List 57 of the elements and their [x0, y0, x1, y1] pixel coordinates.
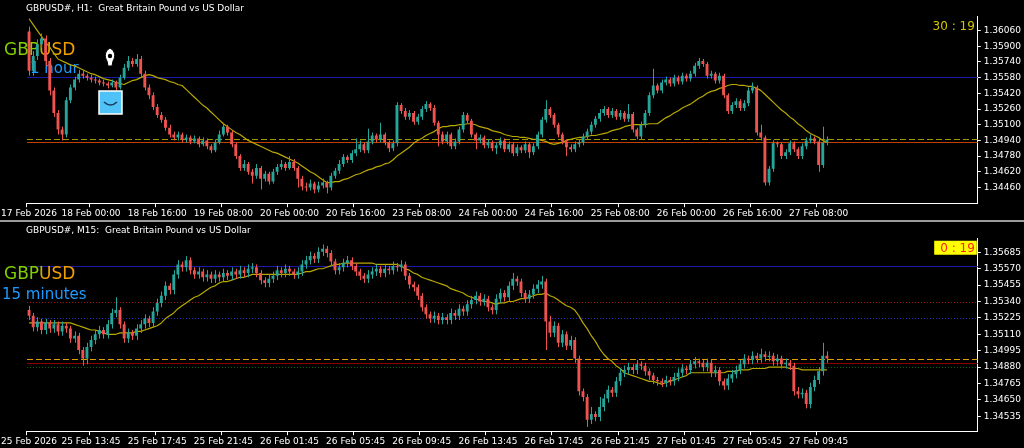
x-tick-label: 27 Feb 09:45 — [789, 435, 849, 446]
x-tick-label: 26 Feb 00:00 — [656, 207, 717, 218]
y-tick-label: 1.35740 — [983, 56, 1022, 67]
x-tick-label: 25 Feb 13:45 — [61, 435, 121, 446]
y-tick-label: 1.35110 — [983, 328, 1022, 339]
y-tick-label: 1.34650 — [983, 394, 1022, 405]
x-tick-label: 26 Feb 16:00 — [722, 207, 783, 218]
y-tick-label: 1.34940 — [983, 134, 1022, 145]
x-tick-label: 23 Feb 08:00 — [392, 207, 452, 218]
y-tick-label: 1.35260 — [983, 103, 1022, 114]
y-tick-label: 1.35340 — [983, 295, 1022, 306]
y-tick-label: 1.35225 — [983, 312, 1021, 323]
x-tick-label: 19 Feb 08:00 — [193, 207, 254, 218]
candlestick — [660, 377, 663, 388]
x-tick-label: 20 Feb 16:00 — [326, 207, 386, 218]
x-tick-label: 26 Feb 01:45 — [259, 435, 320, 446]
y-tick-label: 1.35455 — [983, 279, 1021, 290]
y-tick-label: 1.34995 — [983, 345, 1021, 356]
x-tick-label: 26 Feb 13:45 — [458, 435, 518, 446]
y-tick-label: 1.35580 — [983, 71, 1022, 82]
x-tick-label: 26 Feb 05:45 — [326, 435, 386, 446]
x-tick-label: 26 Feb 21:45 — [590, 435, 650, 446]
x-tick-label: 25 Feb 08:00 — [590, 207, 650, 218]
y-tick-label: 1.34780 — [983, 150, 1022, 161]
x-tick-label: 25 Feb 21:45 — [193, 435, 253, 446]
x-tick-label: 24 Feb 16:00 — [524, 207, 584, 218]
x-tick-label: 25 Feb 2026 — [1, 435, 58, 446]
y-tick-label: 1.34765 — [983, 377, 1021, 388]
x-tick-label: 18 Feb 00:00 — [61, 207, 121, 218]
x-tick-label: 26 Feb 09:45 — [392, 435, 452, 446]
annotation: GBPUSD — [4, 262, 76, 283]
candlestick — [250, 262, 254, 274]
y-tick-label: 1.35100 — [983, 119, 1022, 130]
x-tick-label: 17 Feb 2026 — [1, 207, 58, 218]
y-tick-label: 1.35420 — [983, 87, 1022, 98]
y-tick-label: 1.34620 — [983, 166, 1022, 177]
candlestick — [639, 360, 643, 371]
x-tick-label: 18 Feb 16:00 — [127, 207, 188, 218]
chart-title: GBPUSD#, M15: Great Britain Pound vs US Dollar — [26, 224, 252, 235]
y-tick-label: 1.35570 — [983, 263, 1022, 274]
annotation: 30 : 19 — [932, 18, 975, 33]
x-tick-label: 24 Feb 00:00 — [458, 207, 518, 218]
annotation: 15 minutes — [2, 284, 87, 303]
x-tick-label: 27 Feb 01:45 — [656, 435, 716, 446]
x-tick-label: 27 Feb 05:45 — [722, 435, 783, 446]
y-tick-label: 1.36060 — [983, 24, 1022, 35]
y-tick-label: 1.35900 — [983, 40, 1022, 51]
x-tick-label: 27 Feb 08:00 — [789, 207, 849, 218]
chart-title: GBPUSD#, H1: Great Britain Pound vs US Dollar — [26, 2, 245, 13]
y-tick-label: 1.34535 — [983, 410, 1021, 421]
y-tick-label: 1.35685 — [983, 246, 1021, 257]
x-tick-label: 26 Feb 17:45 — [524, 435, 584, 446]
x-tick-label: 20 Feb 00:00 — [259, 207, 320, 218]
y-tick-label: 1.34460 — [983, 181, 1022, 192]
y-tick-label: 1.34880 — [983, 361, 1022, 372]
x-tick-label: 25 Feb 17:45 — [127, 435, 187, 446]
annotation: 0 : 19 — [940, 240, 975, 255]
